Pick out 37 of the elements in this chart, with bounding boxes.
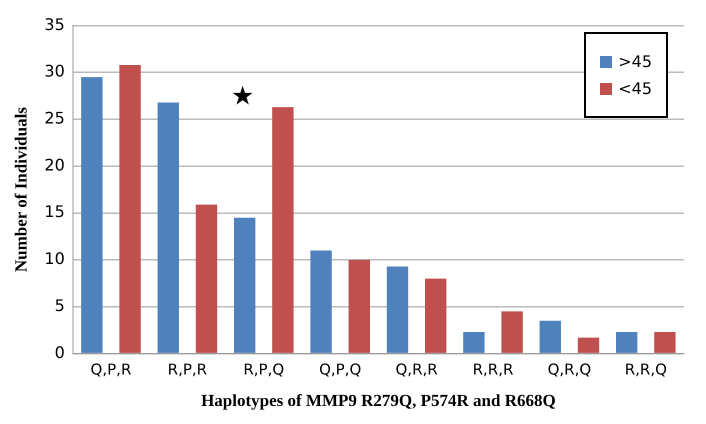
bar	[463, 332, 485, 353]
bar	[654, 332, 676, 353]
y-tick-label: 25	[44, 108, 65, 128]
x-tick-label: R,R,R	[472, 360, 514, 378]
x-tick-label: R,P,R	[168, 360, 208, 378]
x-tick-label: R,P,Q	[243, 360, 284, 378]
annotation: ★	[231, 82, 254, 112]
x-tick-label: R,R,Q	[624, 360, 667, 378]
x-tick-label: Q,R,R	[395, 360, 438, 378]
x-tick-label: Q,P,Q	[319, 360, 362, 378]
bar	[81, 77, 103, 353]
bar	[578, 338, 600, 353]
bar	[119, 64, 141, 353]
bar	[386, 266, 408, 353]
bar	[272, 107, 294, 353]
bar	[158, 102, 179, 353]
y-tick-label: 15	[44, 202, 65, 222]
y-tick-label: 5	[54, 296, 65, 315]
y-tick-label: 20	[44, 155, 65, 174]
bar	[424, 278, 446, 353]
x-tick-label: Q,R,Q	[548, 360, 592, 378]
bar	[348, 260, 370, 353]
legend-label: <45	[618, 79, 652, 98]
bar	[540, 320, 561, 353]
y-axis-title: Number of Individuals	[12, 106, 31, 272]
x-tick-label: Q,P,R	[90, 360, 132, 378]
y-tick-label: 30	[44, 62, 65, 81]
y-tick-label: 10	[44, 249, 65, 268]
y-tick-label: 35	[44, 14, 65, 34]
x-axis-title: Haplotypes of MMP9 R279Q, P574R and R668Q	[201, 391, 556, 410]
legend-label: >45	[618, 52, 652, 71]
bar	[234, 218, 256, 353]
bar	[501, 311, 523, 353]
bar	[310, 250, 332, 353]
y-tick-label: 0	[54, 342, 65, 362]
bar	[196, 204, 218, 353]
bar	[616, 332, 638, 353]
